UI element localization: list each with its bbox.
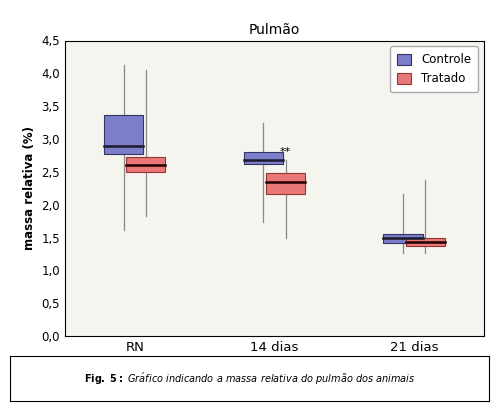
Bar <box>104 115 143 153</box>
Text: **: ** <box>280 147 291 158</box>
Y-axis label: massa relativa (%): massa relativa (%) <box>23 126 36 250</box>
Bar <box>126 157 166 172</box>
Text: $\mathbf{Fig.\ 5:}$ $\it{Gr\acute{a}fico\ indicando\ a\ massa\ relativa\ do\ pul: $\mathbf{Fig.\ 5:}$ $\it{Gr\acute{a}fico… <box>84 371 415 387</box>
Bar <box>244 152 283 164</box>
Bar <box>406 238 445 246</box>
Bar <box>266 173 305 194</box>
Title: Pulmão: Pulmão <box>249 23 300 36</box>
Legend: Controle, Tratado: Controle, Tratado <box>390 47 478 92</box>
Bar <box>383 234 423 243</box>
X-axis label: idade: idade <box>253 360 296 373</box>
